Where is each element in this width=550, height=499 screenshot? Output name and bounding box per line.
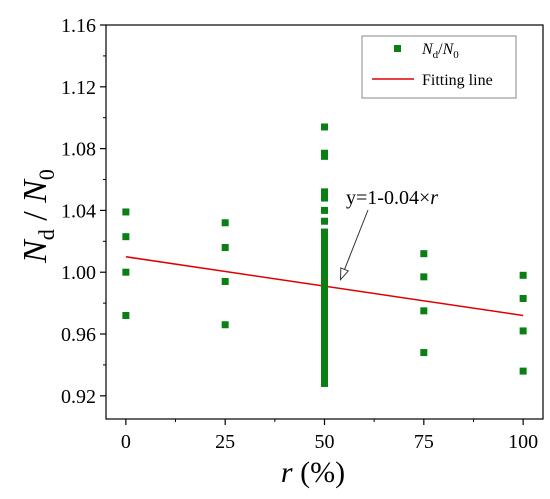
data-point bbox=[321, 299, 328, 307]
legend: Nd/N0 Fitting line bbox=[361, 35, 517, 99]
data-point bbox=[321, 379, 328, 387]
data-point bbox=[321, 313, 328, 321]
data-point bbox=[321, 355, 328, 363]
data-point bbox=[321, 285, 328, 293]
x-tick-label: 25 bbox=[215, 431, 235, 453]
data-point bbox=[321, 228, 328, 236]
data-point bbox=[321, 239, 328, 247]
data-point bbox=[321, 332, 328, 340]
data-point bbox=[321, 152, 328, 160]
y-axis-title: Nd / N0 bbox=[17, 169, 59, 264]
annotation-arrow-head bbox=[339, 267, 350, 282]
x-tick-label: 100 bbox=[508, 431, 538, 453]
data-point bbox=[321, 308, 328, 316]
x-tick-label: 75 bbox=[414, 431, 434, 453]
data-point bbox=[321, 327, 328, 335]
annotation-arrow-line bbox=[340, 209, 369, 280]
y-tick-label: 1.16 bbox=[61, 15, 96, 37]
data-point bbox=[519, 367, 527, 375]
legend-box bbox=[361, 35, 517, 99]
data-point bbox=[321, 375, 328, 383]
x-tick-label: 0 bbox=[121, 431, 131, 453]
data-point bbox=[321, 345, 328, 353]
data-point bbox=[321, 262, 328, 270]
data-point bbox=[420, 250, 428, 258]
data-point bbox=[321, 194, 328, 202]
legend-marker-scatter bbox=[394, 45, 401, 52]
data-point bbox=[321, 290, 328, 298]
data-point bbox=[122, 208, 130, 216]
data-points bbox=[122, 123, 527, 387]
data-point bbox=[321, 336, 328, 344]
data-point bbox=[321, 271, 328, 279]
data-point bbox=[321, 350, 328, 358]
y-tick-label: 0.92 bbox=[61, 386, 96, 408]
legend-label-fit: Fitting line bbox=[422, 72, 493, 89]
data-point bbox=[519, 271, 527, 279]
data-point bbox=[221, 321, 229, 329]
data-point bbox=[321, 318, 328, 326]
data-point bbox=[321, 294, 328, 302]
data-point bbox=[321, 217, 328, 225]
data-point bbox=[321, 123, 328, 131]
data-point bbox=[321, 341, 328, 349]
data-point bbox=[221, 219, 229, 227]
data-point bbox=[321, 188, 328, 196]
data-point bbox=[321, 234, 328, 242]
data-point bbox=[321, 369, 328, 377]
data-point bbox=[519, 294, 527, 302]
data-point bbox=[321, 256, 328, 264]
data-point bbox=[122, 233, 130, 241]
y-tick-label: 1.12 bbox=[61, 77, 96, 99]
data-point bbox=[420, 349, 428, 357]
y-tick-label: 0.96 bbox=[61, 324, 96, 346]
data-point bbox=[321, 250, 328, 258]
axes: 0 25 50 75 100 0.92 0.96 1.00 1.04 1.08 1.12 1.16 bbox=[61, 15, 544, 453]
fit-equation-annotation: y=1-0.04×r bbox=[339, 187, 438, 282]
y-tick-label: 1.04 bbox=[61, 200, 96, 222]
y-tick-label: 1.08 bbox=[61, 139, 96, 161]
data-point bbox=[321, 267, 328, 275]
data-point bbox=[519, 327, 527, 335]
data-point bbox=[221, 277, 229, 285]
data-point bbox=[321, 243, 328, 251]
data-point bbox=[122, 268, 130, 276]
data-point bbox=[420, 273, 428, 281]
fit-equation-label: y=1-0.04×r bbox=[346, 187, 438, 209]
data-point bbox=[321, 364, 328, 372]
y-tick-label: 1.00 bbox=[61, 262, 96, 284]
data-point bbox=[321, 281, 328, 289]
data-point bbox=[420, 307, 428, 315]
data-point bbox=[321, 359, 328, 367]
legend-label-scatter: Nd/N0 bbox=[421, 41, 459, 61]
x-axis-title: r (%) bbox=[281, 456, 345, 489]
x-tick-label: 50 bbox=[315, 431, 335, 453]
data-point bbox=[122, 311, 130, 319]
data-point bbox=[321, 206, 328, 214]
data-point bbox=[321, 322, 328, 330]
data-point bbox=[221, 243, 229, 251]
data-point bbox=[321, 276, 328, 284]
data-point bbox=[321, 304, 328, 312]
